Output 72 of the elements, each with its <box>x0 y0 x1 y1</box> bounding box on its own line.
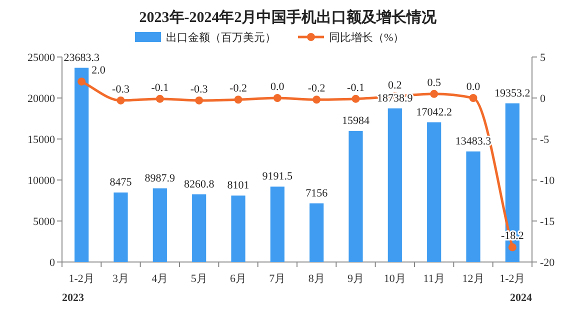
data-label: 8475 <box>110 176 132 189</box>
y2-tick-label: 0 <box>540 93 546 105</box>
data-label: -0.2 <box>308 82 326 95</box>
data-label: 8987.9 <box>144 172 176 184</box>
data-label: 17042.2 <box>416 106 452 118</box>
x-tick-label: 1-2月 <box>68 273 94 285</box>
x-tick-label: 12月 <box>462 273 484 285</box>
x-tick-label: 9月 <box>348 273 364 285</box>
bar <box>466 151 480 262</box>
x-tick-label: 8月 <box>308 273 325 285</box>
point <box>352 94 360 103</box>
legend-label: 同比增长（%） <box>329 31 404 44</box>
point <box>508 243 516 252</box>
data-label: -0.1 <box>347 82 364 94</box>
chart-title: 2023年-2024年2月中国手机出口额及增长情况 <box>139 8 438 26</box>
bar <box>192 194 206 262</box>
x-tick-label: 7月 <box>269 273 286 285</box>
y-tick-label: 5000 <box>33 216 56 228</box>
data-label: 0.0 <box>270 81 285 93</box>
bar <box>348 130 363 262</box>
data-label: -0.2 <box>230 82 247 95</box>
bar <box>388 108 402 262</box>
bar <box>74 68 89 262</box>
bar <box>270 186 284 262</box>
data-label: 15984 <box>342 114 370 127</box>
text: 2024 <box>510 292 532 304</box>
point <box>430 90 438 98</box>
x-tick-label: 6月 <box>230 273 246 285</box>
point <box>156 94 164 103</box>
y-tick-label: 20000 <box>28 93 56 105</box>
y2-tick-label: -10 <box>540 175 556 187</box>
y2-tick-label: -5 <box>540 134 550 146</box>
y2-tick-label: -20 <box>540 257 556 269</box>
data-label: 9191.5 <box>262 170 294 183</box>
point <box>195 96 204 104</box>
bar <box>427 122 442 262</box>
point <box>469 94 478 102</box>
x-tick-label: 1-2月 <box>500 273 526 285</box>
y-tick-label: 25000 <box>28 52 56 64</box>
y-tick-label: 0 <box>50 257 56 269</box>
point <box>234 96 242 104</box>
y-tick-label: 15000 <box>28 134 56 146</box>
bar <box>310 203 324 262</box>
data-label: 23683.3 <box>64 52 100 64</box>
data-label: 7156 <box>306 187 328 200</box>
y2-tick-label: 5 <box>540 52 546 64</box>
data-label: 8260.8 <box>184 178 215 190</box>
data-label: 19353.2 <box>494 87 530 100</box>
text: 2023 <box>62 292 84 304</box>
bar <box>152 188 167 262</box>
data-label: 8101 <box>227 180 250 192</box>
x-tick-label: 11月 <box>423 273 445 285</box>
point <box>273 94 282 102</box>
x-tick-label: 10月 <box>384 273 406 285</box>
point <box>78 78 86 86</box>
point <box>116 96 125 104</box>
data-label: -0.1 <box>151 82 169 94</box>
bar <box>231 196 246 262</box>
x-tick-label: 3月 <box>112 273 129 285</box>
point <box>312 96 321 104</box>
data-label: 2.0 <box>92 64 106 77</box>
data-label: 0.0 <box>466 81 481 93</box>
legend-label: 出口金额（百万美元） <box>166 31 276 44</box>
x-tick-label: 5月 <box>190 273 208 285</box>
data-label: 0.5 <box>427 76 442 89</box>
data-label: -0.3 <box>112 83 130 96</box>
data-label: 0.2 <box>388 79 402 92</box>
y-tick-label: 10000 <box>28 175 56 187</box>
x-tick-label: 4月 <box>152 273 168 285</box>
y2-tick-label: -15 <box>540 216 556 228</box>
bar <box>114 192 128 262</box>
data-label: -0.3 <box>190 83 208 96</box>
